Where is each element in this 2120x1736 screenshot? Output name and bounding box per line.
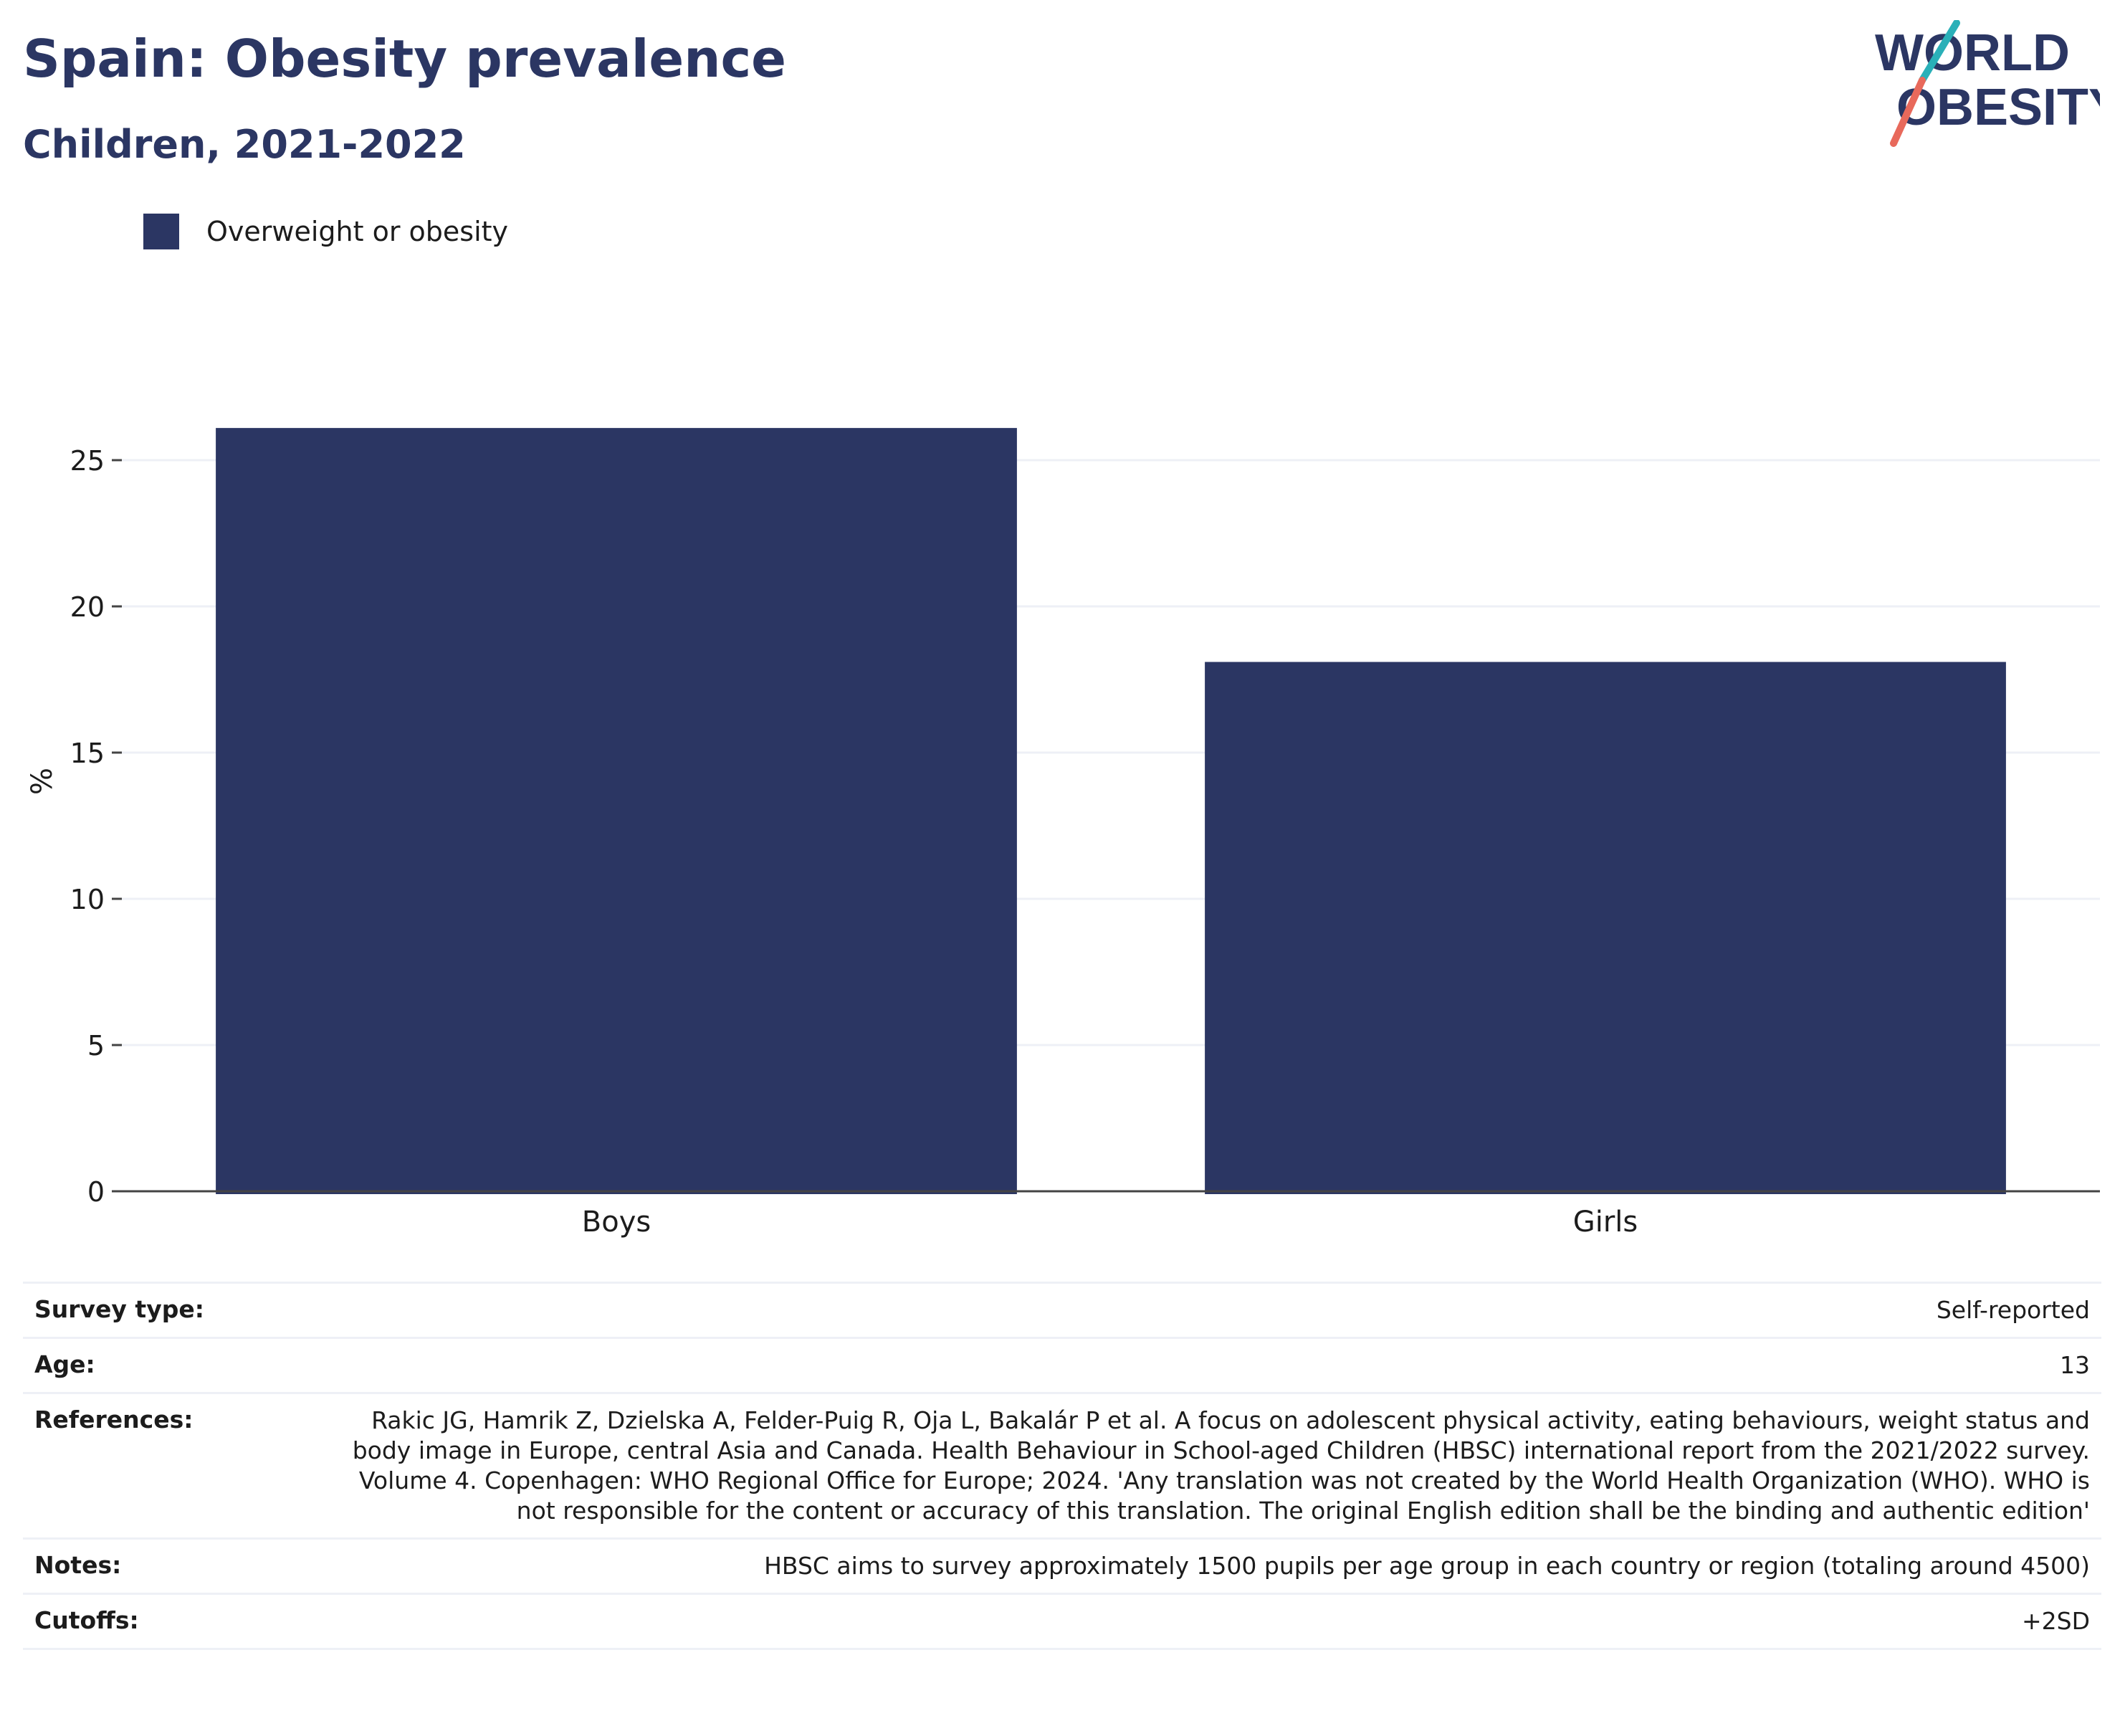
info-value: HBSC aims to survey approximately 1500 p… <box>764 1552 2090 1580</box>
y-tick-label: 20 <box>70 591 105 623</box>
info-row: Notes: HBSC aims to survey approximately … <box>23 1537 2101 1593</box>
y-tick-label: 10 <box>70 884 105 915</box>
info-table: Survey type: Self-reported Age: 13 Reference… <box>23 1282 2101 1650</box>
y-tick-label: 5 <box>87 1030 105 1062</box>
world-obesity-logo: WORLD OBESITY <box>1875 20 2100 147</box>
info-row: Survey type: Self-reported <box>23 1282 2101 1337</box>
legend-label: Overweight or obesity <box>206 216 509 247</box>
x-tick-label: Girls <box>1573 1206 1638 1239</box>
logo-line1: WORLD <box>1875 24 2070 82</box>
info-row: Age: 13 <box>23 1337 2101 1392</box>
legend-swatch <box>143 214 179 249</box>
y-axis-label: % <box>26 768 59 795</box>
info-value: +2SD <box>2021 1607 2090 1635</box>
bar-girls[interactable] <box>1205 662 2006 1194</box>
y-tick-label: 25 <box>70 445 105 477</box>
info-label: References: <box>34 1406 194 1434</box>
info-value: 13 <box>2060 1351 2090 1379</box>
info-label: Survey type: <box>34 1295 204 1323</box>
info-label: Age: <box>34 1350 95 1378</box>
info-value: Rakic JG, Hamrik Z, Dzielska A, Felder-P… <box>352 1406 2090 1525</box>
logo-line2: OBESITY <box>1896 79 2100 136</box>
y-tick-label: 0 <box>87 1176 105 1208</box>
info-row: Cutoffs: +2SD <box>23 1593 2101 1650</box>
chart-subtitle: Children, 2021-2022 <box>23 122 466 167</box>
logo-slash-bottom-icon <box>1890 77 1926 147</box>
bar-chart: 0 5 10 15 20 25 Boys Girls % <box>26 428 2100 1239</box>
bar-boys[interactable] <box>216 428 1017 1194</box>
logo-slash-top-icon <box>1919 20 1960 84</box>
chart-title: Spain: Obesity prevalence <box>23 29 786 89</box>
legend[interactable]: Overweight or obesity <box>143 214 508 249</box>
axes: 0 5 10 15 20 25 Boys Girls <box>70 445 2100 1239</box>
info-row: References: Rakic JG, Hamrik Z, Dzielska … <box>23 1392 2101 1537</box>
info-value: Self-reported <box>1936 1296 2090 1324</box>
info-label: Notes: <box>34 1551 122 1579</box>
info-label: Cutoffs: <box>34 1606 139 1634</box>
x-tick-label: Boys <box>582 1206 651 1239</box>
y-tick-label: 15 <box>70 738 105 769</box>
bars <box>216 428 2006 1194</box>
